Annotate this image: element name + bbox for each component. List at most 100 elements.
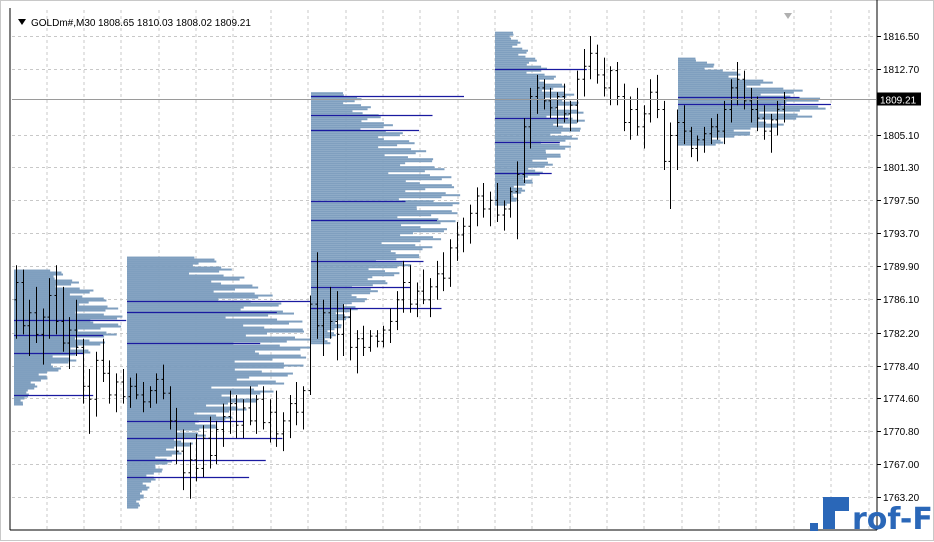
ohlc-bar	[642, 105, 647, 149]
profile-row	[495, 67, 547, 70]
ohlc-bar	[34, 286, 39, 344]
profile-row	[127, 486, 150, 489]
ohlc-bar	[595, 44, 600, 84]
profile-row	[127, 366, 284, 369]
prof-fx-logo-icon: rof-FX	[810, 497, 934, 537]
profile-row	[311, 146, 379, 149]
profile-row	[127, 392, 261, 395]
ohlc-bar	[682, 105, 687, 145]
ohlc-bar	[114, 373, 119, 413]
profile-row	[678, 81, 773, 84]
ohlc-bar	[355, 330, 360, 374]
profile-row	[311, 216, 398, 219]
price-axis-label: 1786.10	[883, 295, 920, 306]
ohlc-bar	[87, 368, 92, 434]
profile-row	[311, 94, 344, 97]
profile-row	[127, 290, 214, 293]
ohlc-bar	[628, 96, 633, 140]
profile-row	[14, 337, 75, 340]
profile-row	[678, 83, 761, 86]
profile-row	[495, 149, 546, 152]
ohlc-bar	[208, 416, 213, 469]
profile-row	[311, 250, 391, 253]
profile-row	[127, 256, 195, 259]
ohlc-bar	[74, 299, 79, 357]
profile-row	[678, 59, 696, 62]
profile-row	[311, 128, 361, 131]
ohlc-bar	[495, 183, 500, 222]
profile-row	[678, 57, 696, 60]
profile-row	[127, 360, 235, 363]
chart-shift-marker-icon[interactable]	[784, 13, 792, 19]
profile-row	[311, 132, 403, 135]
profile-row	[127, 470, 162, 473]
profile-row	[311, 210, 452, 213]
profile-row	[14, 287, 80, 290]
ohlc-bar	[221, 403, 226, 447]
profile-row	[495, 185, 514, 188]
profile-row	[311, 230, 444, 233]
profile-row	[495, 119, 585, 122]
ohlc-bar	[528, 87, 533, 149]
profile-row	[495, 145, 571, 148]
ohlc-bar	[268, 399, 273, 443]
profile-row	[495, 203, 507, 206]
ohlc-bar	[481, 183, 486, 218]
profile-row	[495, 127, 581, 130]
profile-row	[495, 35, 510, 38]
profile-row	[14, 355, 53, 358]
profile-row	[14, 393, 29, 396]
profile-row	[14, 271, 62, 274]
profile-row	[311, 190, 406, 193]
ohlc-bar	[508, 187, 513, 218]
ohlc-bar	[101, 338, 106, 382]
profile-row	[127, 332, 268, 335]
profile-row	[127, 424, 216, 427]
profile-row	[678, 137, 712, 140]
profile-row	[311, 112, 363, 115]
profile-row	[127, 434, 206, 437]
profile-row	[14, 343, 101, 346]
profile-row	[678, 115, 813, 118]
profile-row	[127, 336, 296, 339]
profile-row	[127, 352, 259, 355]
profile-row	[127, 500, 137, 503]
profile-row	[678, 69, 723, 72]
triangle-down-icon[interactable]	[18, 19, 26, 25]
profile-row	[678, 105, 819, 108]
profile-row	[495, 107, 556, 110]
ohlc-bar	[475, 187, 480, 227]
profile-row	[14, 375, 47, 378]
profile-row	[495, 55, 526, 58]
profile-row	[495, 63, 527, 66]
profile-row	[495, 181, 533, 184]
profile-row	[14, 323, 119, 326]
profile-row	[127, 274, 224, 277]
ohlc-bar	[662, 100, 667, 171]
price-axis-label: 1770.80	[883, 427, 920, 438]
profile-row	[14, 401, 23, 404]
ohlc-bar	[381, 325, 386, 348]
profile-row	[127, 444, 190, 447]
profile-row	[14, 275, 54, 278]
profile-row	[311, 336, 333, 339]
price-axis-label: 1805.10	[883, 131, 920, 142]
profile-row	[495, 147, 566, 150]
ohlc-bar	[234, 394, 239, 439]
profile-row	[127, 502, 139, 505]
profile-row	[495, 75, 556, 78]
profile-row	[14, 361, 69, 364]
profile-row	[678, 61, 708, 64]
profile-row	[311, 268, 369, 271]
profile-row	[678, 95, 791, 98]
ohlc-bar	[568, 100, 573, 132]
profile-row	[127, 394, 222, 397]
profile-row	[495, 41, 521, 44]
profile-row	[311, 294, 352, 297]
profile-row	[495, 103, 578, 106]
price-axis-label: 1801.30	[883, 163, 920, 174]
ohlc-bar	[502, 200, 507, 231]
profile-row	[311, 126, 384, 129]
profile-row	[678, 67, 705, 70]
